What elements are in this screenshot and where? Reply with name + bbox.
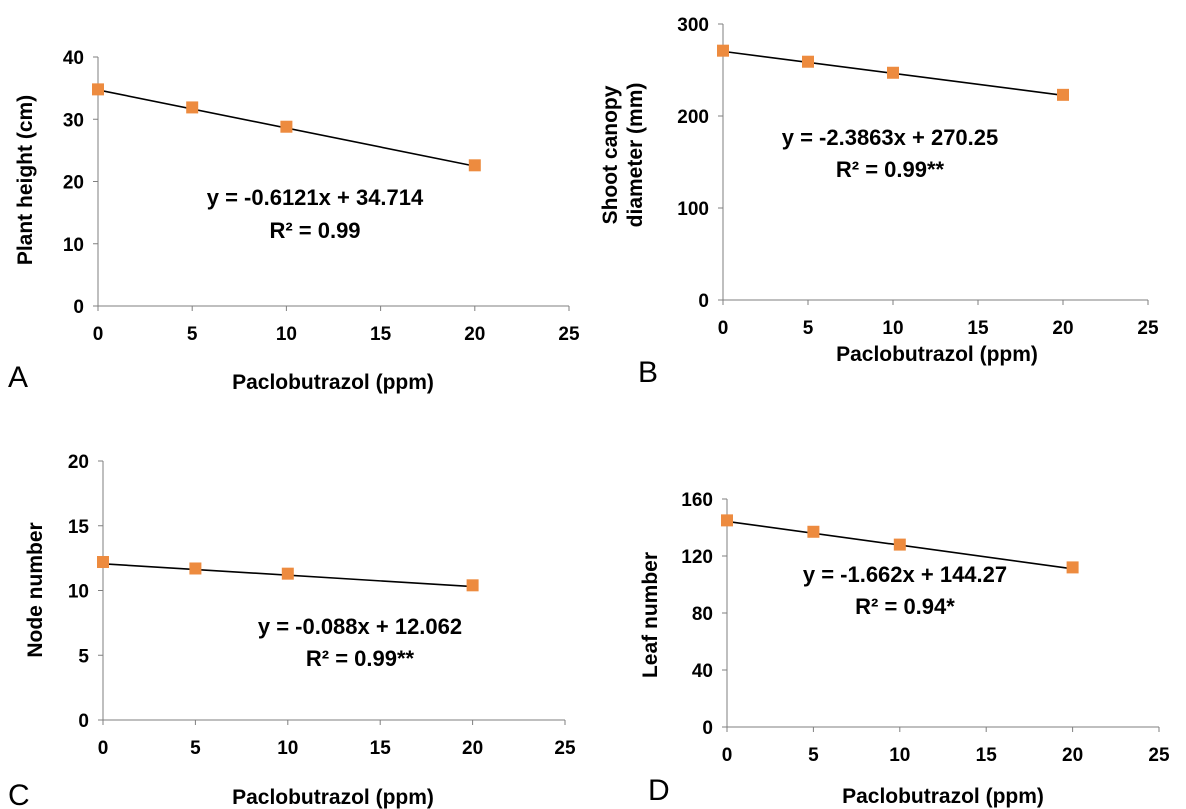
x-tick-label: 20 <box>1052 318 1073 339</box>
x-tick-label: 0 <box>93 324 104 345</box>
x-tick-label: 20 <box>464 324 485 345</box>
y-axis-label: Leaf number <box>639 552 662 678</box>
r-squared-label: R² = 0.99** <box>836 157 945 182</box>
x-tick-label: 10 <box>882 318 903 339</box>
x-tick-label: 25 <box>1148 745 1170 766</box>
panel-letter: A <box>8 361 28 394</box>
y-tick-label: 120 <box>681 547 713 568</box>
y-tick-label: 0 <box>73 297 84 318</box>
x-tick-label: 25 <box>554 738 576 759</box>
plot-area: 0 40 80 120 160 0 5 10 15 20 25 y = -1.662x + 144.2… <box>681 490 1170 766</box>
data-point <box>1066 561 1079 574</box>
y-tick-label: 0 <box>698 291 709 312</box>
y-tick-label: 20 <box>63 173 84 194</box>
y-tick-label: 0 <box>702 718 713 739</box>
data-point <box>92 83 104 96</box>
x-tick-label: 10 <box>277 738 298 759</box>
data-point <box>717 44 729 57</box>
x-tick-label: 20 <box>1062 745 1083 766</box>
data-point <box>1057 88 1069 101</box>
x-tick-label: 15 <box>370 738 392 759</box>
y-tick-label: 10 <box>68 582 89 603</box>
data-point <box>721 514 733 527</box>
regression-equation: y = -1.662x + 144.27 <box>803 562 1007 587</box>
plot-area: 0 10 20 30 40 0 5 10 15 20 25 y = -0.6121x + 34.714… <box>63 48 580 345</box>
x-tick-label: 15 <box>370 324 392 345</box>
panel-a: A Paclobutrazol (ppm) Plant height (cm) … <box>8 48 580 394</box>
regression-equation: y = -0.088x + 12.062 <box>258 614 462 639</box>
panel-b: B Paclobutrazol (ppm) Shoot canopy diame… <box>599 15 1159 389</box>
plot-area: 0 100 200 300 0 5 10 15 20 25 y = -2.3863x + 270.2… <box>677 15 1159 339</box>
data-point <box>887 66 899 79</box>
y-tick-label: 100 <box>677 199 709 220</box>
x-axis-label: Paclobutrazol (ppm) <box>836 343 1038 366</box>
regression-equation: y = -0.6121x + 34.714 <box>207 185 424 210</box>
x-axis-label: Paclobutrazol (ppm) <box>232 371 434 394</box>
x-tick-label: 0 <box>718 318 729 339</box>
x-tick-label: 5 <box>190 738 201 759</box>
data-point <box>189 562 202 575</box>
y-tick-label: 300 <box>677 15 709 36</box>
y-tick-label: 5 <box>78 646 89 667</box>
y-tick-label: 80 <box>692 604 713 625</box>
y-axis-label-line-1: Shoot canopy <box>599 85 622 224</box>
regression-equation: y = -2.3863x + 270.25 <box>782 125 999 150</box>
y-axis-label: Node number <box>24 522 47 657</box>
x-tick-label: 5 <box>808 745 819 766</box>
y-tick-label: 200 <box>677 107 709 128</box>
x-tick-label: 15 <box>976 745 998 766</box>
panel-letter: B <box>638 356 658 389</box>
x-tick-label: 20 <box>462 738 483 759</box>
data-point <box>186 101 199 114</box>
panel-d: D Paclobutrazol (ppm) Leaf number 0 40 80 1… <box>639 490 1170 808</box>
x-tick-label: 0 <box>722 745 733 766</box>
y-axis-label-line-2: diameter (mm) <box>624 83 647 228</box>
panel-letter: C <box>8 779 30 809</box>
panel-c: C Paclobutrazol (ppm) Node number 0 5 10 15… <box>8 452 576 809</box>
y-tick-label: 30 <box>63 110 84 131</box>
panel-letter: D <box>648 774 670 807</box>
data-point <box>893 538 906 551</box>
x-axis-label: Paclobutrazol (ppm) <box>842 785 1044 808</box>
y-tick-label: 0 <box>78 711 89 732</box>
x-tick-label: 0 <box>98 738 109 759</box>
x-tick-label: 25 <box>558 324 580 345</box>
data-point <box>468 159 481 172</box>
x-tick-label: 10 <box>889 745 910 766</box>
data-point <box>97 556 109 569</box>
y-tick-label: 15 <box>68 517 90 538</box>
y-tick-label: 10 <box>63 235 84 256</box>
y-tick-label: 20 <box>68 452 89 473</box>
data-point <box>281 567 294 580</box>
y-tick-label: 40 <box>63 48 84 69</box>
y-tick-label: 160 <box>681 490 713 511</box>
r-squared-label: R² = 0.94* <box>855 594 955 619</box>
data-point <box>807 525 820 538</box>
y-axis-label: Plant height (cm) <box>14 95 37 265</box>
data-point <box>802 55 814 68</box>
r-squared-label: R² = 0.99** <box>306 646 415 671</box>
plot-area: 0 5 10 15 20 0 5 10 15 20 25 y = -0.088x + 12.062 R²… <box>68 452 576 759</box>
x-axis-label: Paclobutrazol (ppm) <box>232 786 434 809</box>
y-tick-label: 40 <box>692 661 713 682</box>
x-tick-label: 10 <box>276 324 297 345</box>
x-tick-label: 25 <box>1137 318 1159 339</box>
x-tick-label: 5 <box>803 318 814 339</box>
data-point <box>280 120 293 133</box>
x-tick-label: 5 <box>187 324 198 345</box>
r-squared-label: R² = 0.99 <box>269 218 360 243</box>
data-point <box>466 579 479 592</box>
x-tick-label: 15 <box>967 318 989 339</box>
